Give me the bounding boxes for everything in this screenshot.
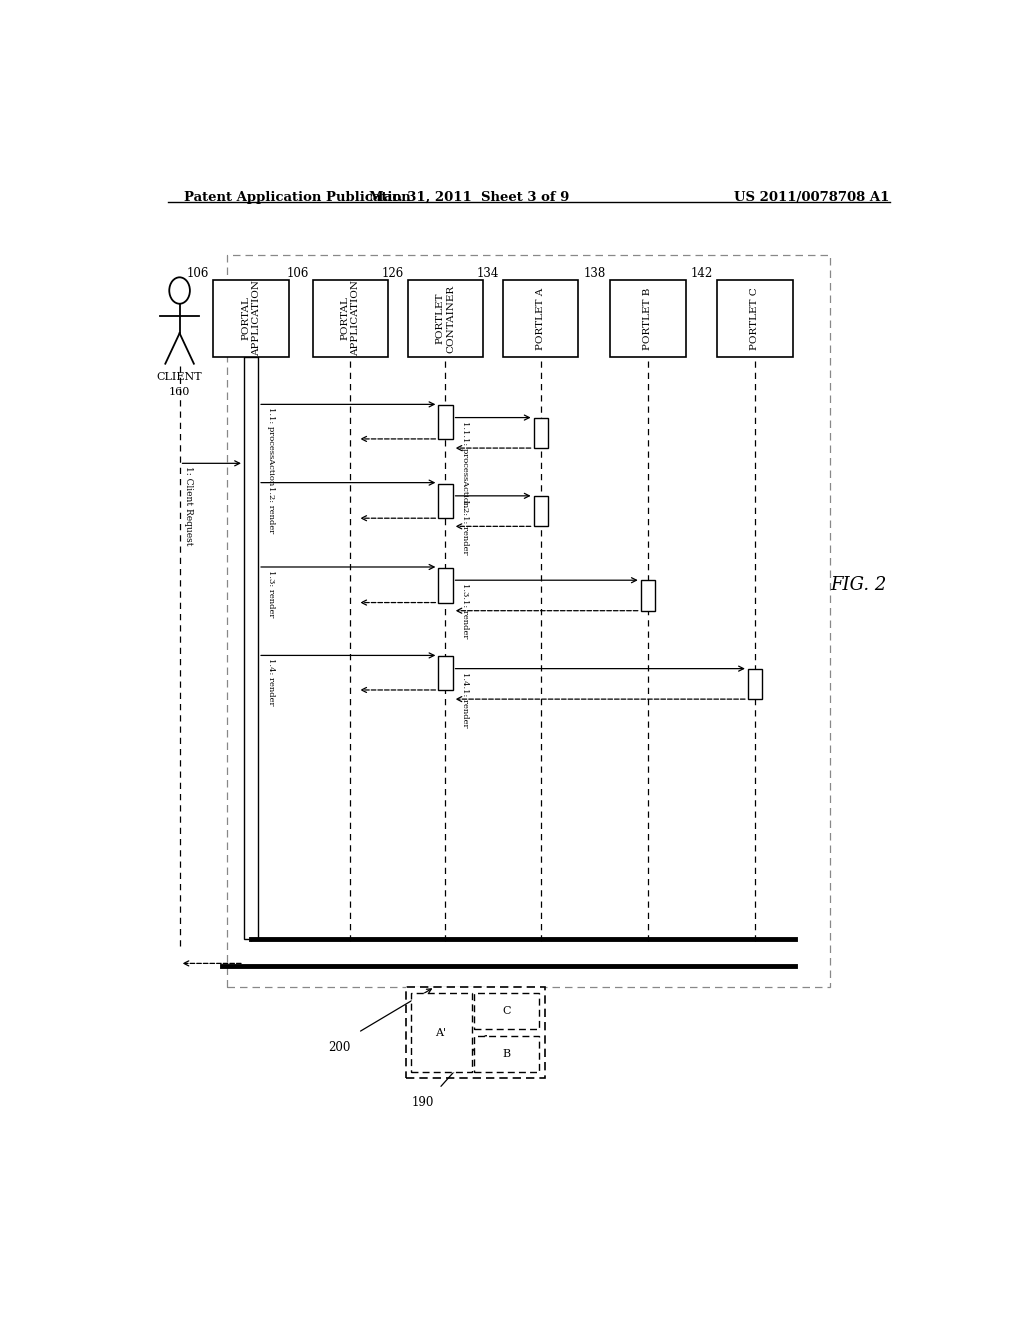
Bar: [474, 993, 539, 1030]
Bar: [610, 280, 685, 356]
Bar: [438, 405, 453, 440]
Text: 126: 126: [382, 268, 403, 280]
Text: PORTAL
APPLICATION: PORTAL APPLICATION: [242, 280, 261, 356]
Text: 106: 106: [187, 268, 209, 280]
Bar: [438, 483, 453, 519]
Bar: [717, 280, 793, 356]
Text: 160: 160: [169, 387, 190, 397]
Bar: [312, 280, 388, 356]
Bar: [213, 280, 289, 356]
Text: 1.4: render: 1.4: render: [267, 659, 274, 706]
Text: 1.1: processAction: 1.1: processAction: [267, 408, 274, 486]
Text: 190: 190: [412, 1096, 433, 1109]
Bar: [411, 993, 472, 1072]
Text: 200: 200: [328, 1041, 350, 1055]
Bar: [474, 1036, 539, 1072]
Text: Mar. 31, 2011  Sheet 3 of 9: Mar. 31, 2011 Sheet 3 of 9: [369, 191, 569, 203]
Bar: [534, 496, 548, 527]
Text: A': A': [435, 1027, 446, 1038]
Bar: [244, 356, 258, 939]
Bar: [438, 568, 453, 602]
Text: B: B: [503, 1049, 511, 1059]
Text: 142: 142: [691, 268, 714, 280]
Text: 1.3.1: render: 1.3.1: render: [462, 583, 469, 639]
Text: Patent Application Publication: Patent Application Publication: [183, 191, 411, 203]
Bar: [406, 987, 545, 1078]
Bar: [748, 669, 762, 700]
Bar: [641, 581, 655, 611]
Bar: [438, 656, 453, 690]
Text: 1.4.1: render: 1.4.1: render: [462, 672, 469, 727]
Text: CLIENT: CLIENT: [157, 372, 203, 381]
Text: 138: 138: [584, 268, 606, 280]
Text: 134: 134: [476, 268, 499, 280]
Bar: [534, 417, 548, 447]
Text: PORTAL
APPLICATION: PORTAL APPLICATION: [341, 280, 359, 356]
Text: 106: 106: [286, 268, 308, 280]
Text: PORTLET B: PORTLET B: [643, 288, 652, 350]
Text: PORTLET C: PORTLET C: [751, 288, 760, 350]
Text: 1.1.1: processAction: 1.1.1: processAction: [462, 421, 469, 507]
Text: 1: Client Request: 1: Client Request: [183, 466, 193, 546]
Text: PORTLET
CONTAINER: PORTLET CONTAINER: [436, 284, 455, 352]
Text: PORTLET A: PORTLET A: [537, 288, 545, 350]
Bar: [503, 280, 579, 356]
Text: 1.2: render: 1.2: render: [267, 486, 274, 533]
Text: US 2011/0078708 A1: US 2011/0078708 A1: [734, 191, 890, 203]
Text: 1.3: render: 1.3: render: [267, 570, 274, 618]
Bar: [227, 255, 830, 987]
Text: C: C: [502, 1006, 511, 1016]
Text: FIG. 2: FIG. 2: [829, 577, 887, 594]
Bar: [408, 280, 483, 356]
Text: 1.2:1: render: 1.2:1: render: [462, 499, 469, 554]
